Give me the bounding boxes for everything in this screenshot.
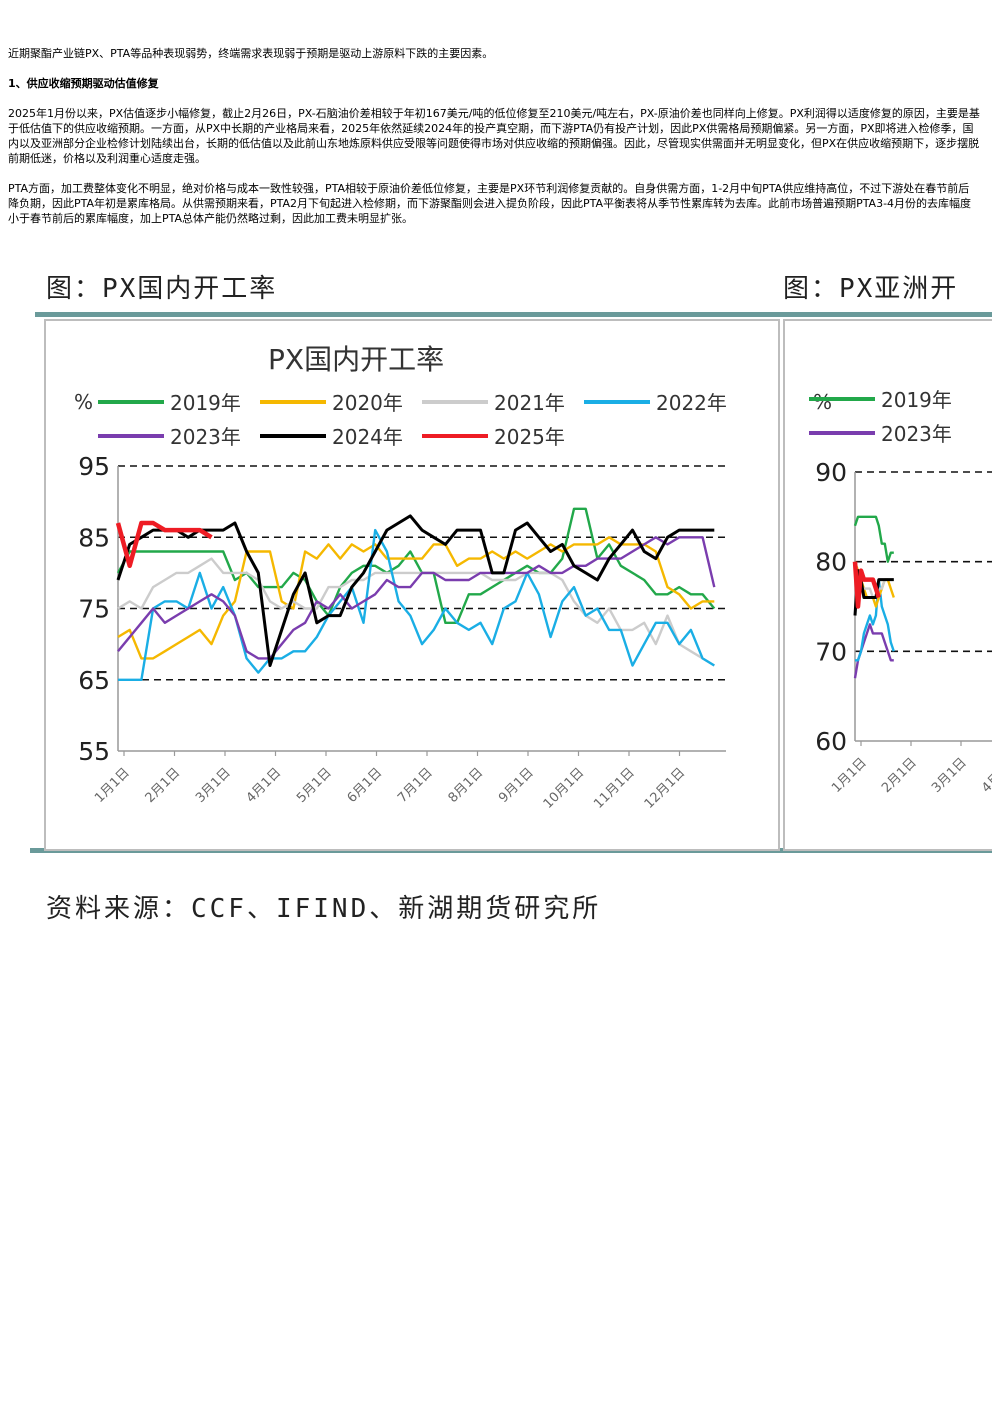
legend-label-2023年: 2023年 xyxy=(881,422,952,446)
source-note: 资料来源：CCF、IFIND、新湖期货研究所 xyxy=(46,894,602,924)
y-axis-unit-label: % xyxy=(74,390,93,414)
chart-px-domestic: PX国内开工率% 2019年 2020年 2021年 2022年 2023年 2024年 20… xyxy=(74,343,727,812)
y-tick-label-75: 75 xyxy=(78,595,110,624)
chart-px-domestic-frame: PX国内开工率% 2019年 2020年 2021年 2022年 2023年 2024年 20… xyxy=(44,319,780,851)
y-tick-label-65: 65 xyxy=(78,666,110,695)
x-tick-label-1月1日: 1月1日 xyxy=(92,765,133,806)
series-line-2024年 xyxy=(116,514,715,667)
legend-label-2023年: 2023年 xyxy=(170,425,241,449)
legend-label-2025年: 2025年 xyxy=(494,425,565,449)
x-tick-label-2月1日: 2月1日 xyxy=(879,755,920,796)
x-tick-label-9月1日: 9月1日 xyxy=(496,765,537,806)
x-tick-label-8月1日: 8月1日 xyxy=(446,765,487,806)
y-tick-label-80: 80 xyxy=(815,548,847,577)
series-line-2025年 xyxy=(115,520,213,569)
series-line-2021年 xyxy=(117,557,715,667)
figure2-caption: 图：PX亚洲开 xyxy=(783,274,959,304)
chart-px-asia-frame: % 2019年 2023年 90 80 70 60 1月1日 2月1日 3月1日 4月1日 xyxy=(783,319,992,851)
y-tick-label-85: 85 xyxy=(78,523,110,552)
legend-label-2020年: 2020年 xyxy=(332,391,403,415)
series-line-2020年 xyxy=(117,536,715,660)
x-tick-label-3月1日: 3月1日 xyxy=(929,755,970,796)
x-tick-label-11月1日: 11月1日 xyxy=(591,765,638,812)
legend-label-2019年: 2019年 xyxy=(881,388,952,412)
legend-label-2022年: 2022年 xyxy=(656,391,727,415)
y-axis-unit-label: % xyxy=(813,390,832,414)
paragraph-pta: PTA方面，加工费整体变化不明显，绝对价格与成本一致性较强，PTA相较于原油价差… xyxy=(8,182,972,225)
x-tick-label-4月1日: 4月1日 xyxy=(979,755,992,796)
paragraph-px: 2025年1月份以来，PX估值逐步小幅修复，截止2月26日，PX-石脑油价差相较… xyxy=(8,107,980,165)
figure1-caption: 图：PX国内开工率 xyxy=(46,274,278,304)
series-line-series-2 xyxy=(855,578,895,662)
section-heading: 1、供应收缩预期驱动估值修复 xyxy=(8,77,159,90)
x-tick-label-7月1日: 7月1日 xyxy=(395,765,436,806)
series-line-2023年 xyxy=(117,536,716,660)
y-tick-label-95: 95 xyxy=(78,452,110,481)
y-tick-label-70: 70 xyxy=(815,637,847,666)
x-tick-label-10月1日: 10月1日 xyxy=(541,765,588,812)
figure-top-rule xyxy=(35,312,992,317)
series-line-2019年 xyxy=(853,515,894,563)
series-line-2019年 xyxy=(116,507,716,624)
x-tick-label-12月1日: 12月1日 xyxy=(642,765,689,812)
chart-title: PX国内开工率 xyxy=(268,343,444,376)
x-tick-label-4月1日: 4月1日 xyxy=(244,765,285,806)
x-tick-label-1月1日: 1月1日 xyxy=(829,755,870,796)
y-tick-label-60: 60 xyxy=(815,727,847,756)
x-tick-label-3月1日: 3月1日 xyxy=(193,765,234,806)
legend-label-2021年: 2021年 xyxy=(494,391,565,415)
y-tick-label-90: 90 xyxy=(815,458,847,487)
legend-label-2019年: 2019年 xyxy=(170,391,241,415)
y-tick-label-55: 55 xyxy=(78,737,110,766)
series-line-series-6 xyxy=(852,561,881,609)
intro-paragraph: 近期聚酯产业链PX、PTA等品种表现弱势，终端需求表现弱于预期是驱动上游原料下跌… xyxy=(8,47,494,60)
legend-label-2024年: 2024年 xyxy=(332,425,403,449)
x-tick-label-5月1日: 5月1日 xyxy=(294,765,335,806)
x-tick-label-6月1日: 6月1日 xyxy=(345,765,386,806)
x-tick-label-2月1日: 2月1日 xyxy=(143,765,184,806)
